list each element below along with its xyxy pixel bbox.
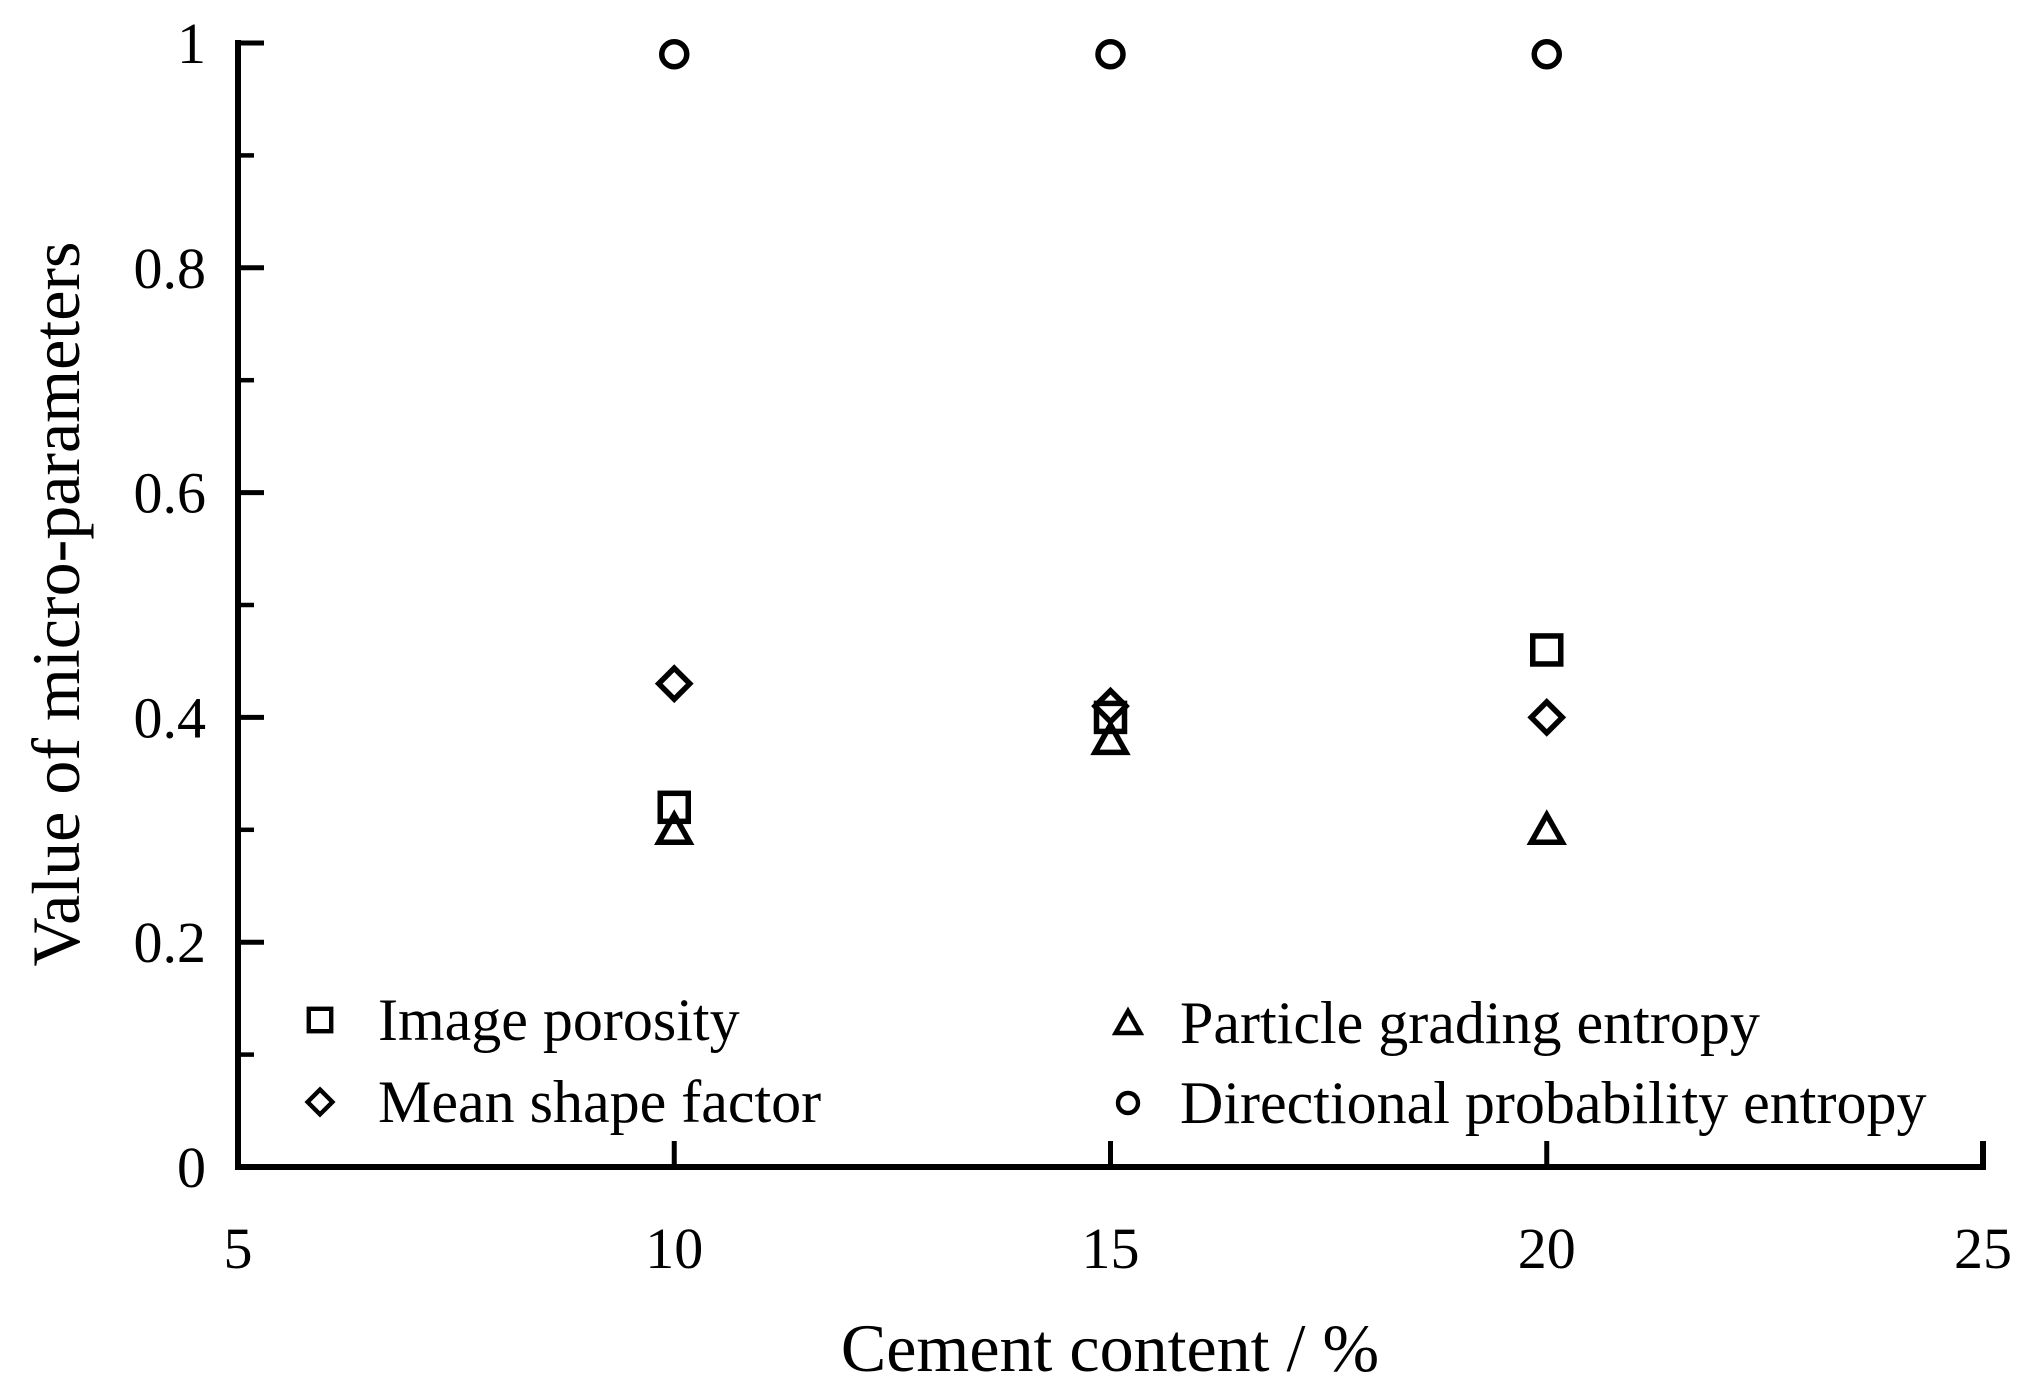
y-tick-label-0.6: 0.6 xyxy=(134,461,207,526)
x-axis-label: Cement content / % xyxy=(840,1310,1380,1386)
x-tick-label-25: 25 xyxy=(1954,1216,2012,1281)
data-point-diamond-x20 xyxy=(1527,698,1567,737)
y-tick-label-0.2: 0.2 xyxy=(134,910,207,975)
legend-marker-diamond xyxy=(304,1086,336,1118)
data-point-circle-x10 xyxy=(659,38,690,70)
data-point-circle-x15 xyxy=(1095,38,1126,70)
x-tick-label-20: 20 xyxy=(1518,1216,1576,1281)
x-tick-label-5: 5 xyxy=(224,1216,253,1281)
data-point-diamond-x10 xyxy=(654,664,694,704)
legend-label-mean-shape-factor: Mean shape factor xyxy=(378,1069,822,1135)
legend-label-directional-probability-entropy: Directional probability entropy xyxy=(1180,1070,1927,1136)
data-point-triangle-x20 xyxy=(1526,809,1567,846)
y-tick-label-1: 1 xyxy=(177,11,206,76)
legend-label-particle-grading-entropy: Particle grading entropy xyxy=(1180,990,1760,1056)
legend-marker-circle xyxy=(1115,1090,1141,1116)
data-point-square-x15 xyxy=(1093,700,1128,735)
y-tick-label-0.8: 0.8 xyxy=(134,236,207,301)
data-point-square-x20 xyxy=(1530,633,1564,667)
y-tick-label-0.4: 0.4 xyxy=(134,685,207,750)
legend-marker-square xyxy=(306,1006,334,1034)
data-point-circle-x20 xyxy=(1531,38,1562,70)
x-tick-label-10: 10 xyxy=(645,1216,703,1281)
y-axis-label: Value of micro-parameters xyxy=(18,241,94,967)
legend-marker-triangle xyxy=(1111,1006,1145,1036)
legend-label-image-porosity: Image porosity xyxy=(378,987,740,1053)
y-tick-label-0: 0 xyxy=(177,1135,206,1200)
data-point-triangle-x10 xyxy=(654,809,695,846)
x-tick-label-15: 15 xyxy=(1082,1216,1140,1281)
data-point-square-x10 xyxy=(657,790,691,825)
data-point-diamond-x15 xyxy=(1091,686,1130,726)
data-point-triangle-x15 xyxy=(1090,719,1131,756)
